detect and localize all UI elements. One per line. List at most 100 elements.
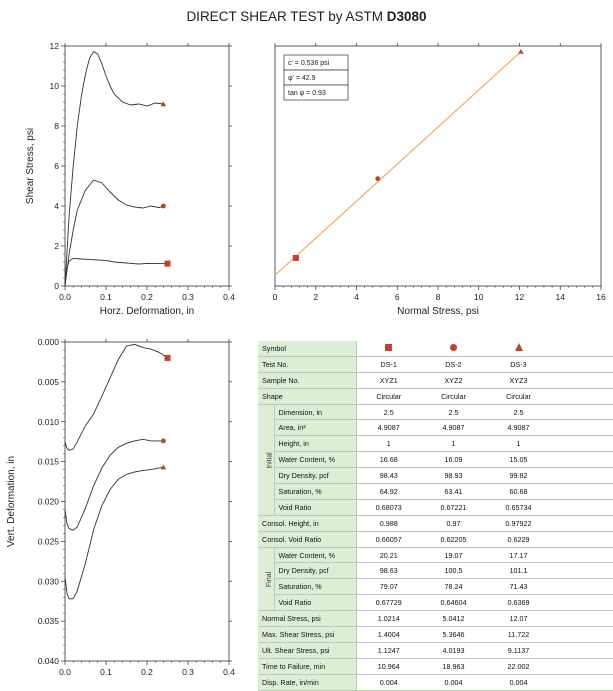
series-marker-square [164, 260, 171, 267]
row-label: Disp. Rate, in/min [258, 674, 357, 691]
series-marker-triangle [160, 101, 167, 107]
row-label: Ult. Shear Stress, psi [258, 642, 357, 659]
row-label: Dry Density, pcf [274, 467, 357, 485]
y-tick-label: 0.035 [38, 616, 60, 626]
symbol-cell [486, 341, 551, 357]
row-value: 18.963 [421, 658, 486, 675]
x-tick-label: 0.2 [141, 292, 153, 302]
empty-cell [551, 404, 613, 421]
row-value: 0.004 [421, 674, 486, 691]
row-label: Sample No. [258, 372, 357, 389]
annotation-cell [283, 84, 349, 101]
table-row: Max. Shear Stress, psi 1.4004 5.3646 11.722 [258, 626, 613, 643]
y-tick-label: 8 [54, 121, 59, 131]
table-row: Saturation, % 64.92 63.41 60.68 [258, 483, 613, 500]
row-value: XYZ1 [356, 372, 421, 389]
row-value: 4.0193 [421, 642, 486, 659]
y-tick-label: 12 [50, 41, 60, 51]
envelope-line [274, 51, 522, 276]
failure-envelope-chart: 0 2 4 6 8 10 12 14 16 Normal Stress, psi c' = 0.53… [273, 43, 606, 317]
row-value: 98.43 [356, 467, 421, 485]
table-row: Area, in² 4.9087 4.9087 4.9087 [258, 419, 613, 437]
series-marker-triangle [160, 464, 167, 470]
y-axis-label: Shear Stress, psi [25, 128, 36, 204]
x-tick-label: 0.0 [59, 292, 71, 302]
group-label: Final [266, 572, 274, 588]
empty-cell [551, 341, 613, 357]
table-row: Dry Density, pcf 98.63 100.5 101.1 [258, 562, 613, 580]
row-value: 0.67221 [421, 499, 486, 516]
row-label: Normal Stress, psi [258, 610, 357, 628]
row-value: 0.004 [356, 674, 421, 691]
row-value: 101.1 [486, 562, 551, 580]
row-value: 0.988 [356, 515, 421, 532]
row-label: Void Ratio [274, 499, 357, 516]
row-value: Circular [356, 388, 421, 405]
group-label-cell: Initial [258, 404, 275, 516]
row-value: 0.6229 [486, 531, 551, 548]
vertical-deformation-chart: 0.0 0.1 0.2 0.3 0.4 0.000 0.005 0.010 0.015 0.020… [6, 337, 235, 677]
x-tick-label: 0.0 [59, 667, 71, 677]
table-row: Time to Failure, min 10.964 18.963 22.002 [258, 658, 613, 675]
x-tick-label: 0 [273, 292, 278, 302]
empty-cell [551, 594, 613, 612]
square-symbol-icon [385, 343, 393, 351]
envelope-point-circle [375, 176, 381, 182]
row-label: Consol. Height, in [258, 515, 357, 532]
empty-cell [551, 547, 613, 564]
y-tick-label: 0 [54, 281, 59, 291]
series-line-triangle [64, 466, 164, 600]
y-tick-label: 0.000 [38, 337, 60, 347]
series-marker-circle [161, 438, 166, 444]
x-tick-label: 12 [515, 292, 525, 302]
x-tick-label: 16 [596, 292, 606, 302]
table-row: Normal Stress, psi 1.0214 5.0412 12.07 [258, 610, 613, 628]
row-label: Max. Shear Stress, psi [258, 626, 357, 643]
row-value: 12.07 [486, 610, 551, 628]
envelope-point-triangle [518, 48, 524, 54]
row-value: 98.93 [421, 467, 486, 485]
row-value: 79.07 [356, 578, 421, 596]
y-tick-label: 0.025 [38, 536, 60, 546]
empty-cell [551, 372, 613, 389]
table-row: Shape Circular Circular Circular [258, 388, 613, 405]
x-axis-label: Horz. Deformation, in [100, 306, 194, 317]
empty-cell [551, 642, 613, 659]
row-value: 63.41 [421, 483, 486, 500]
series-line-circle [64, 179, 164, 287]
series-line-square [64, 343, 168, 452]
table-row: Saturation, % 79.07 78.24 71.43 [258, 578, 613, 596]
empty-cell [551, 483, 613, 500]
row-value: Circular [421, 388, 486, 405]
series-marker-circle [161, 203, 166, 209]
row-value: 5.3646 [421, 626, 486, 643]
row-value: XYZ2 [421, 372, 486, 389]
table-row: Height, in 1 1 1 [258, 435, 613, 453]
row-value: 0.66057 [356, 531, 421, 548]
y-tick-label: 4 [54, 201, 59, 211]
plot-frame [64, 341, 230, 662]
row-value: 64.92 [356, 483, 421, 500]
row-value: 1.1247 [356, 642, 421, 659]
y-tick-label: 0.010 [38, 417, 60, 427]
row-value: 16.68 [356, 451, 421, 469]
empty-cell [551, 419, 613, 437]
row-value: 0.6369 [486, 594, 551, 612]
x-tick-label: 8 [436, 292, 441, 302]
row-label: Void Ratio [274, 594, 357, 612]
y-tick-label: 0.015 [38, 457, 60, 467]
row-value: DS-3 [486, 356, 551, 373]
symbol-cell [356, 341, 421, 357]
x-tick-label: 2 [313, 292, 318, 302]
row-value: 99.82 [486, 467, 551, 485]
table-row: Void Ratio 0.68073 0.67221 0.65734 [258, 499, 613, 516]
row-value: 2.5 [421, 404, 486, 421]
row-value: 17.17 [486, 547, 551, 564]
table-row: Test No. DS-1 DS-2 DS-3 [258, 356, 613, 373]
row-value: 15.05 [486, 451, 551, 469]
x-tick-label: 0.2 [141, 667, 153, 677]
row-value: 71.43 [486, 578, 551, 596]
table-row: Sample No. XYZ1 XYZ2 XYZ3 [258, 372, 613, 389]
table-row: Void Ratio 0.67729 0.64604 0.6369 [258, 594, 613, 612]
empty-cell [551, 626, 613, 643]
